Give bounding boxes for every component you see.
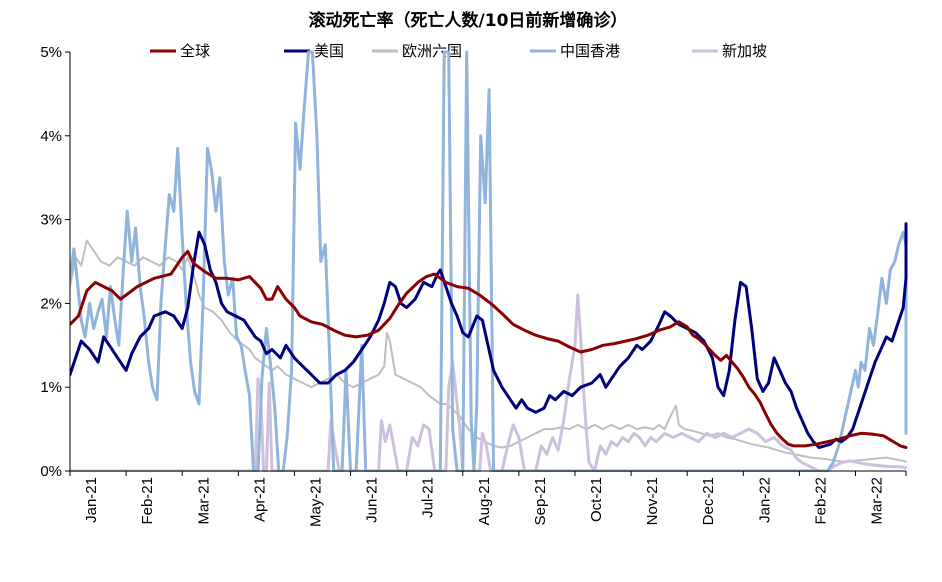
x-tick-label: Apr-21 <box>251 477 268 522</box>
chart-legend: 全球 美国 欧洲六国 中国香港 新加坡 <box>150 42 767 60</box>
x-tick-label: Nov-21 <box>644 477 661 525</box>
series-line-3 <box>70 50 908 472</box>
y-tick-label: 4% <box>40 128 62 145</box>
legend-label: 美国 <box>314 42 344 60</box>
x-tick-label: Jan-21 <box>83 477 100 523</box>
legend-label: 全球 <box>180 42 210 60</box>
y-tick-label: 5% <box>40 44 62 61</box>
series-line-1 <box>70 222 908 449</box>
x-tick-label: Jun-21 <box>364 477 381 523</box>
y-ticks: 0% 1% 2% 3% 4% 5% <box>40 44 70 480</box>
legend-label: 欧洲六国 <box>402 42 462 60</box>
x-tick-label: Mar-22 <box>869 477 886 525</box>
chart-title: 滚动死亡率（死亡人数/10日前新增确诊） <box>309 10 628 31</box>
x-tick-label: Jan-22 <box>756 477 773 523</box>
series-line-4 <box>70 293 908 472</box>
y-tick-label: 0% <box>40 463 62 480</box>
plot-area: 0% 1% 2% 3% 4% 5% Jan-21 Feb-21 Mar-21 Apr-21 May… <box>40 44 908 527</box>
x-tick-label: Aug-21 <box>476 477 493 525</box>
x-tick-label: Oct-21 <box>588 477 605 522</box>
x-tick-label: Sep-21 <box>532 477 549 525</box>
series-layer <box>70 50 908 472</box>
series-line-0 <box>70 249 908 449</box>
y-tick-label: 1% <box>40 379 62 396</box>
x-tick-label: Feb-21 <box>139 477 156 525</box>
legend-label: 新加坡 <box>722 42 767 60</box>
x-tick-label: Jul-21 <box>420 477 437 518</box>
x-tick-label: Feb-22 <box>812 477 829 525</box>
y-tick-label: 3% <box>40 212 62 229</box>
x-tick-label: May-21 <box>307 477 324 527</box>
x-ticks: Jan-21 Feb-21 Mar-21 Apr-21 May-21 Jun-21 Jul-… <box>69 471 907 527</box>
legend-label: 中国香港 <box>560 42 620 60</box>
y-tick-label: 2% <box>40 295 62 312</box>
x-tick-label: Dec-21 <box>700 477 717 525</box>
x-tick-label: Mar-21 <box>195 477 212 525</box>
